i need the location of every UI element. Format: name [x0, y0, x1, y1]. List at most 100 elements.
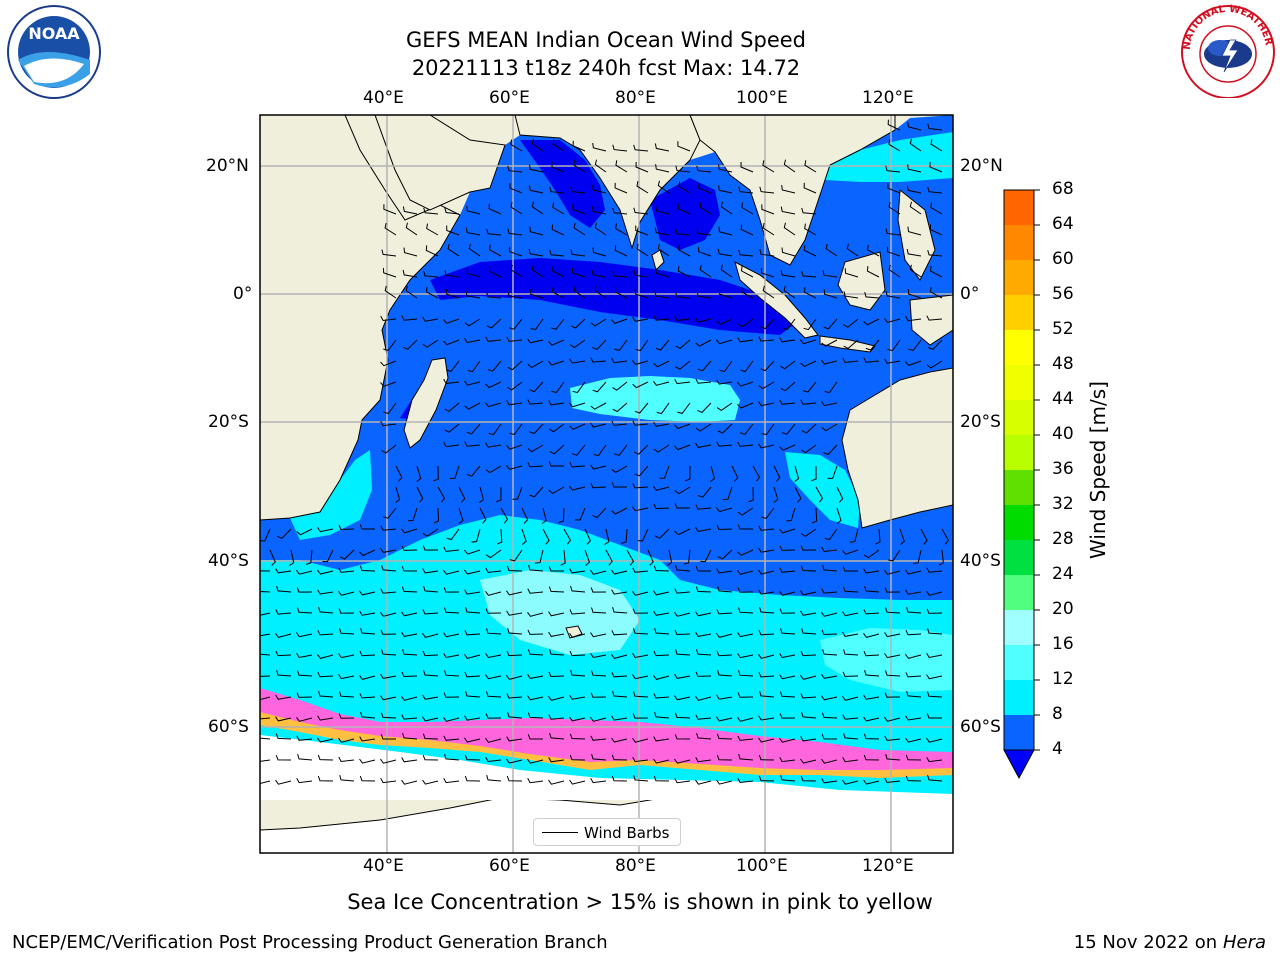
colorbar-segment [1004, 365, 1034, 401]
wind-barb [929, 286, 943, 299]
wind-barb [507, 381, 523, 391]
wind-barb [422, 779, 439, 785]
wind-barb [590, 587, 607, 593]
wind-barb [359, 736, 376, 742]
wind-barb [611, 482, 627, 488]
wind-barb [773, 486, 779, 503]
wind-barb [443, 735, 460, 741]
wind-barb [317, 775, 334, 782]
wind-barb [549, 444, 565, 455]
wind-barb [930, 139, 943, 152]
wind-barb [632, 567, 649, 573]
wind-barb [653, 486, 670, 491]
wind-barb [507, 228, 523, 236]
wind-barb [927, 186, 943, 194]
wind-barb [548, 631, 565, 637]
wind-barb [803, 182, 817, 194]
top-lon-label-100e: 100°E [736, 88, 788, 108]
wind-barb [260, 696, 271, 701]
wind-barb [569, 358, 586, 364]
wind-barb [531, 138, 544, 152]
wind-barb [401, 528, 418, 534]
wind-barb [339, 774, 355, 782]
wind-barb [674, 423, 691, 430]
wind-barb [822, 649, 838, 656]
wind-barb [260, 570, 271, 572]
wind-barb [635, 225, 649, 236]
wind-barb [821, 734, 838, 740]
wind-barb [510, 264, 523, 278]
borneo [837, 251, 886, 311]
wind-barb [380, 734, 396, 740]
wind-barb [697, 360, 712, 372]
wind-barb [907, 164, 922, 173]
wind-barb [359, 590, 376, 596]
wind-barb [338, 756, 355, 763]
wind-barb [779, 545, 796, 551]
wind-barb [677, 266, 691, 278]
wind-barb [653, 693, 670, 699]
wind-barb [296, 569, 313, 575]
wind-barb [591, 670, 607, 677]
wind-barb [758, 589, 775, 595]
wind-barb [760, 318, 775, 330]
wind-barb [275, 733, 292, 740]
wind-barb [338, 524, 355, 531]
wind-barb [780, 774, 796, 782]
wind-barb [821, 588, 838, 594]
wind-barb [359, 549, 376, 557]
wind-barb [633, 207, 649, 215]
title-line-2: 20221113 t18z 240h fcst Max: 14.72 [411, 56, 801, 80]
wind-barb [465, 227, 481, 236]
wind-barb [863, 754, 880, 761]
wind-barb [905, 672, 922, 678]
wind-barb [800, 339, 817, 345]
wind-barb [529, 289, 544, 299]
wind-barb [653, 775, 670, 782]
wind-barb [380, 547, 397, 553]
wind-barb [402, 732, 418, 740]
colorbar-segment [1004, 330, 1034, 366]
ocean-cyan-northeast [820, 132, 953, 182]
wind-barb [552, 202, 565, 215]
wind-barb [458, 486, 466, 503]
colorbar-title: Wind Speed [m/s] [1086, 381, 1110, 559]
wind-barb [740, 423, 754, 435]
wind-barb [822, 564, 838, 572]
wind-barb [803, 245, 817, 257]
wind-barb [466, 205, 481, 215]
wind-barb [653, 610, 670, 616]
wind-barb [632, 737, 649, 743]
wind-barb [260, 759, 271, 762]
wind-barb [527, 360, 544, 369]
wind-barb [780, 691, 796, 698]
wind-barb [464, 654, 481, 659]
wind-barb [527, 758, 544, 764]
wind-barb [865, 339, 880, 351]
wind-barb [530, 318, 544, 331]
wind-barb [380, 758, 397, 764]
wind-barb [801, 444, 817, 454]
wind-barb [594, 159, 607, 173]
wind-barb [548, 671, 565, 678]
wind-barb [779, 674, 796, 680]
wind-barb [569, 733, 586, 740]
colorbar-segment [1004, 540, 1034, 576]
wind-barb [485, 567, 502, 573]
wind-barb [408, 507, 418, 522]
wind-barb [927, 249, 943, 257]
wind-barb [695, 714, 712, 720]
wind-barb [780, 381, 796, 392]
wind-barb [695, 378, 712, 384]
nws-logo: NATIONAL WEATHER SERVICE [1178, 2, 1275, 98]
wind-barb [842, 631, 859, 637]
wind-barb [509, 246, 523, 257]
wind-barb [569, 423, 586, 430]
top-lon-label-120e: 120°E [862, 88, 914, 108]
wind-barb [779, 608, 796, 614]
wind-barb [611, 672, 628, 678]
bottom-lon-label-120e: 120°E [862, 856, 914, 876]
wind-barb [611, 465, 628, 474]
wind-barb [485, 608, 502, 614]
wind-barb [849, 528, 859, 543]
